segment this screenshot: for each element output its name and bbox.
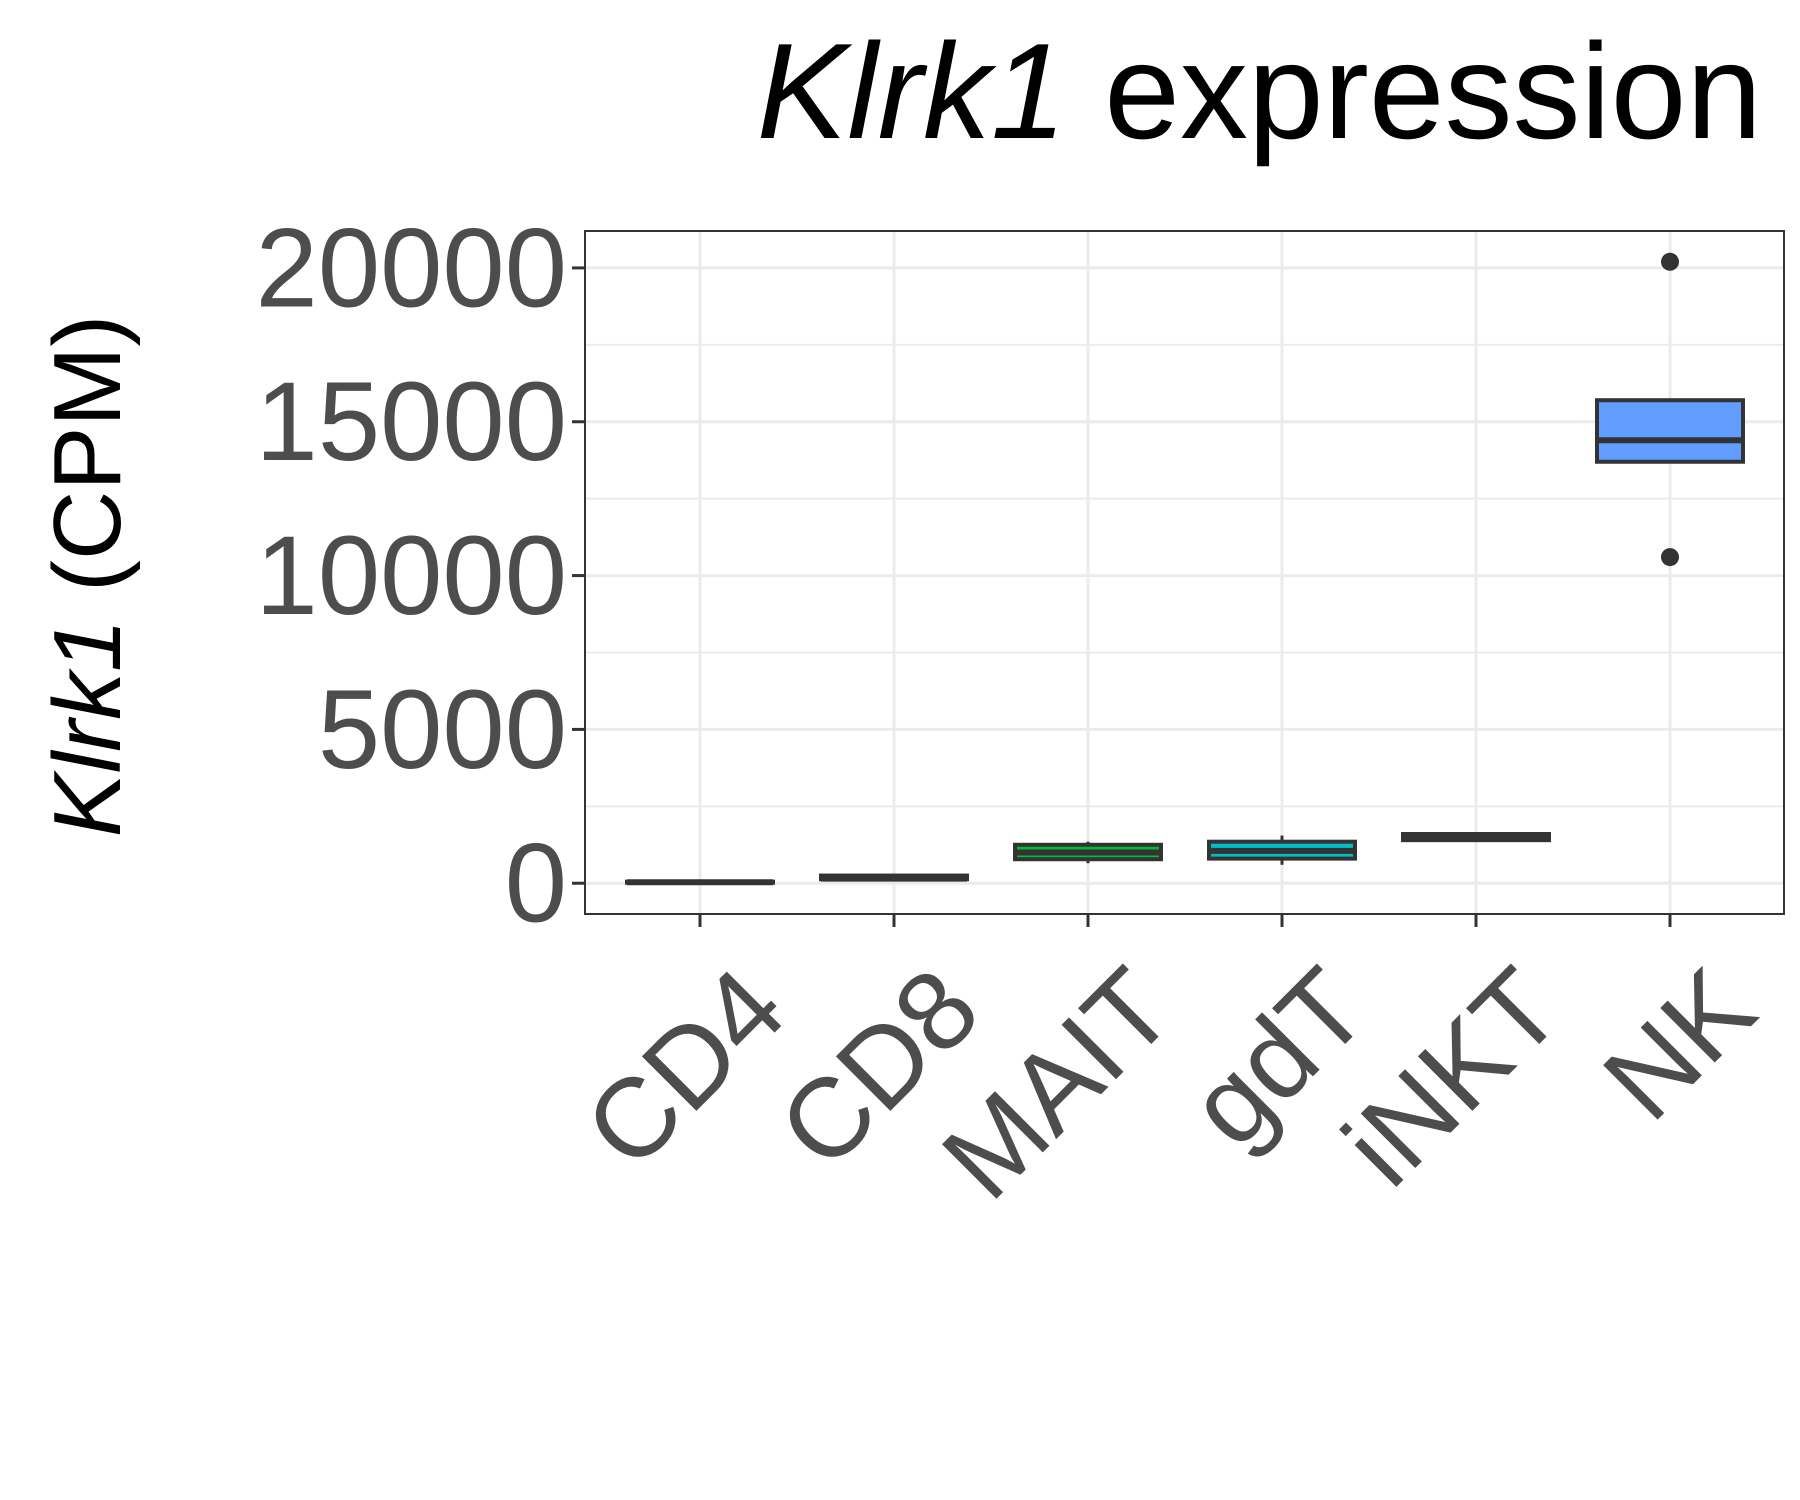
chart-title-rest: expression [1067, 15, 1762, 167]
x-tick-label: MAIT [919, 945, 1197, 1223]
box-CD4 [625, 879, 775, 886]
box-MAIT [1013, 841, 1163, 864]
y-axis-label-rest: (CPM) [34, 315, 141, 619]
plot-panel-border [584, 230, 1785, 915]
x-tick-label: CD4 [561, 945, 808, 1192]
outlier-point [1661, 548, 1679, 567]
box-iNKT [1401, 832, 1551, 843]
box-CD8 [819, 873, 969, 882]
y-axis-label-gene: Klrk1 [34, 619, 141, 838]
x-tick-label: NK [1580, 945, 1778, 1143]
outlier-point [1661, 252, 1679, 271]
box-NK [1595, 252, 1745, 567]
grid-lines [585, 231, 1784, 914]
y-tick-label: 10000 [256, 513, 567, 638]
y-axis-label: Klrk1 (CPM) [34, 315, 141, 838]
y-axis-ticks: 0 5000 10000 15000 20000 [256, 205, 585, 946]
x-tick-label: iNKT [1320, 945, 1584, 1209]
box-iqr [1595, 398, 1745, 464]
y-tick-label: 20000 [256, 205, 567, 330]
y-tick-label: 15000 [256, 359, 567, 484]
boxes [625, 252, 1745, 886]
y-tick-label: 0 [505, 821, 567, 946]
box-gdT [1207, 835, 1357, 865]
chart-title-gene: Klrk1 [757, 15, 1067, 167]
y-tick-label: 5000 [318, 667, 567, 792]
chart-title: Klrk1 expression [757, 15, 1762, 167]
